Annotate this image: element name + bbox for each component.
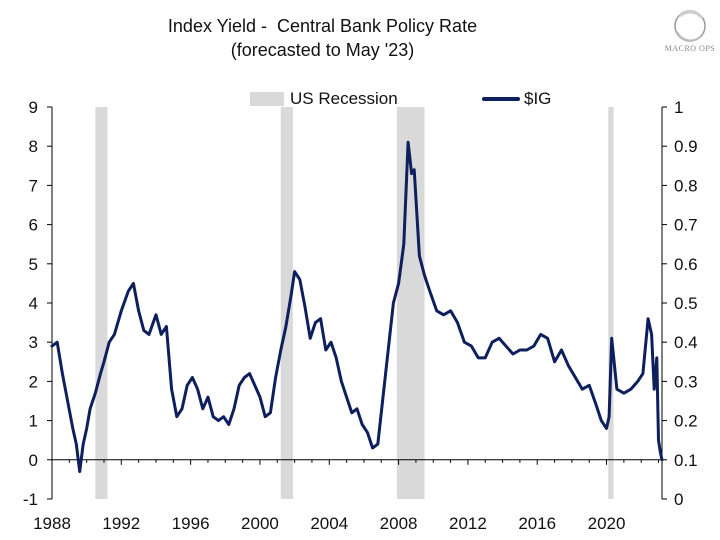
y-tick-label: 4 [29, 294, 38, 313]
y-tick-label: 8 [29, 137, 38, 156]
x-tick-label: 2004 [310, 514, 348, 533]
macro-ops-logo-icon [674, 10, 706, 42]
y2-tick-label: 0.3 [674, 372, 698, 391]
y2-tick-label: 0.9 [674, 137, 698, 156]
chart-title-line-1: Index Yield - Central Bank Policy Rate [167, 16, 478, 36]
x-tick-label: 2020 [588, 514, 626, 533]
x-tick-label: 2016 [518, 514, 556, 533]
legend-series-swatch [482, 97, 520, 101]
tick-labels: -1 0 1 2 3 4 5 6 7 8 9 0 0.1 0.2 0.3 0.4 0.5 0.6 0.7 0.8 0.9… [23, 98, 698, 533]
legend-series-label: $IG [524, 89, 552, 108]
y2-tick-label: 0 [674, 490, 683, 509]
y-tick-label: 3 [29, 333, 38, 352]
y-tick-label: 0 [29, 451, 38, 470]
legend-recession-label: US Recession [290, 89, 398, 108]
y-tick-label: 9 [29, 98, 38, 117]
x-tick-label: 2012 [449, 514, 487, 533]
logo-text: MACRO OPS [664, 44, 716, 53]
y-tick-label: 6 [29, 216, 38, 235]
x-tick-label: 2000 [241, 514, 279, 533]
y2-tick-label: 0.8 [674, 176, 698, 195]
y2-tick-label: 0.2 [674, 412, 698, 431]
chart-axes [47, 106, 667, 500]
recession-band [95, 107, 108, 499]
y-tick-label: 5 [29, 255, 38, 274]
chart-title-line-2: (forecasted to May '23) [230, 40, 415, 60]
y-tick-label: 1 [29, 412, 38, 431]
x-tick-label: 1996 [172, 514, 210, 533]
y-tick-label: 7 [29, 176, 38, 195]
recession-band [280, 107, 293, 499]
y2-tick-label: 1 [674, 98, 683, 117]
x-tick-label: 1992 [102, 514, 140, 533]
recession-band [608, 107, 614, 499]
y2-tick-label: 0.4 [674, 333, 698, 352]
y-tick-label: -1 [23, 490, 38, 509]
x-tick-label: 1988 [33, 514, 71, 533]
x-tick-label: 2008 [380, 514, 418, 533]
y2-tick-label: 0.1 [674, 451, 698, 470]
chart-title: Index Yield - Central Bank Policy Rate (… [0, 14, 645, 62]
y2-tick-label: 0.7 [674, 216, 698, 235]
recession-bands [95, 107, 614, 499]
legend-recession-swatch [250, 92, 284, 106]
series-line-ig [50, 140, 664, 474]
y2-tick-label: 0.5 [674, 294, 698, 313]
y2-tick-label: 0.6 [674, 255, 698, 274]
y-tick-label: 2 [29, 372, 38, 391]
series-layer [50, 140, 664, 474]
